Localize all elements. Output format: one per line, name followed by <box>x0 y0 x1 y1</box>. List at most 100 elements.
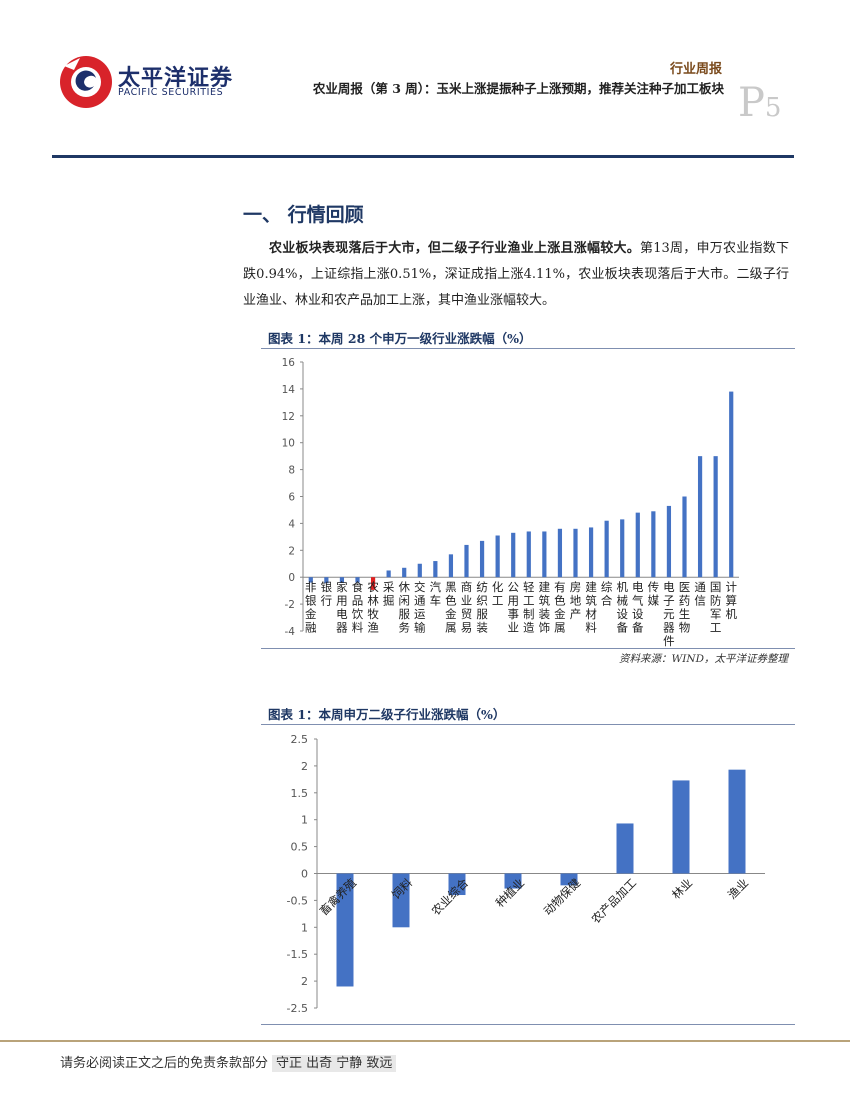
bar <box>308 577 313 583</box>
x-tick-glyph: 品 <box>352 594 364 608</box>
figure1-bottom-rule <box>261 648 795 649</box>
x-tick-glyph: 交 <box>414 580 426 594</box>
bar <box>495 535 500 578</box>
paragraph-lead: 农业板块表现落后于大市，但二级子行业渔业上涨且涨幅较大。 <box>269 241 640 256</box>
x-tick-glyph: 色 <box>554 594 566 608</box>
x-tick-label: 房地产 <box>570 580 582 621</box>
bar <box>682 496 687 578</box>
bar <box>588 527 594 578</box>
x-tick-glyph: 通 <box>694 580 706 594</box>
x-tick-label: 林业 <box>669 876 695 902</box>
x-tick-label: 汽车 <box>430 580 442 608</box>
report-type: 行业周报 <box>669 62 722 77</box>
section-heading: 一、 行情回顾 <box>243 204 364 226</box>
x-tick-glyph: 房 <box>570 580 582 594</box>
x-tick-glyph: 家 <box>336 580 348 594</box>
y-tick-label: -2.5 <box>287 1002 308 1015</box>
x-tick-glyph: 渔 <box>367 621 379 635</box>
x-tick-glyph: 产 <box>570 607 582 621</box>
figure2-top-rule <box>261 724 795 725</box>
y-tick-label: 12 <box>282 411 295 423</box>
x-tick-glyph: 机 <box>616 580 628 594</box>
bar <box>511 532 516 578</box>
x-tick-glyph: 务 <box>398 621 410 635</box>
x-tick-glyph: 材 <box>585 607 597 621</box>
x-tick-label: 采掘 <box>383 580 395 608</box>
paragraph-body: 第13周，申万农业指数下跌0.94%，上证综指上涨0.51%，深证成指上涨4.1… <box>243 241 789 308</box>
x-tick-glyph: 属 <box>445 621 457 635</box>
bar <box>713 456 718 578</box>
x-tick-glyph: 工 <box>523 594 535 608</box>
bar <box>729 391 734 578</box>
x-tick-glyph: 采 <box>383 580 395 594</box>
y-tick-label: 16 <box>282 357 296 369</box>
x-tick-glyph: 事 <box>507 607 518 621</box>
y-tick-label: 6 <box>288 492 295 504</box>
x-tick-glyph: 织 <box>476 594 488 608</box>
x-tick-glyph: 料 <box>352 621 364 635</box>
x-tick-glyph: 黑 <box>445 580 457 594</box>
x-tick-glyph: 有 <box>554 580 566 594</box>
x-tick-glyph: 用 <box>507 594 518 608</box>
x-tick-glyph: 设 <box>616 607 628 621</box>
x-tick-glyph: 传 <box>648 580 660 594</box>
x-tick-glyph: 纺 <box>476 580 488 594</box>
x-tick-glyph: 电 <box>632 580 644 594</box>
x-tick-glyph: 器 <box>336 621 348 635</box>
figure1-top-rule <box>261 348 795 349</box>
bar <box>557 528 563 578</box>
x-tick-glyph: 装 <box>476 621 488 635</box>
y-tick-label: 8 <box>288 465 295 477</box>
x-tick-glyph: 轻 <box>523 580 535 594</box>
y-tick-label: 2 <box>301 760 308 773</box>
bar <box>542 531 547 578</box>
chart-subindustry-returns: -2.52-1.51-0.500.511.522.5畜禽养殖 饲料 农业综合 种植业动… <box>287 733 765 1015</box>
x-tick-label: 农产品加工 <box>589 876 640 927</box>
figure1-title: 图表 1：本周 28 个申万一级行业涨跌幅（%） <box>268 331 532 346</box>
x-tick-glyph: 输 <box>414 621 426 635</box>
x-tick-glyph: 休 <box>398 580 410 594</box>
figure2-title: 图表 1：本周申万二级子行业涨跌幅（%） <box>268 707 506 722</box>
x-tick-glyph: 通 <box>414 594 426 608</box>
x-tick-glyph: 用 <box>336 594 348 608</box>
bar <box>504 873 522 889</box>
x-tick-glyph: 计 <box>725 580 737 594</box>
x-tick-glyph: 军 <box>710 607 722 621</box>
x-tick-glyph: 医 <box>679 580 691 594</box>
y-tick-label: 2 <box>288 545 295 557</box>
x-tick-glyph: 合 <box>601 594 613 608</box>
x-tick-glyph: 建 <box>539 580 551 594</box>
x-tick-glyph: 媒 <box>648 594 660 608</box>
bar <box>448 873 466 896</box>
x-tick-glyph: 饰 <box>539 621 551 635</box>
x-tick-glyph: 金 <box>305 607 317 621</box>
x-tick-glyph: 易 <box>461 621 473 635</box>
x-tick-glyph: 机 <box>725 607 737 621</box>
y-tick-label: 0 <box>301 868 308 881</box>
bar <box>417 563 422 578</box>
x-tick-glyph: 地 <box>570 594 582 608</box>
x-tick-glyph: 药 <box>679 594 691 608</box>
bar <box>392 873 410 928</box>
bar <box>370 577 376 590</box>
y-tick-label: 1 <box>301 814 308 827</box>
x-tick-glyph: 车 <box>430 594 442 608</box>
x-tick-glyph: 农 <box>367 580 379 594</box>
x-tick-glyph: 装 <box>539 607 551 621</box>
x-tick-glyph: 服 <box>398 607 410 621</box>
x-tick-label: 传媒 <box>648 580 660 608</box>
x-tick-glyph: 服 <box>476 607 488 621</box>
x-tick-glyph: 饮 <box>352 607 364 621</box>
x-tick-glyph: 备 <box>632 621 644 635</box>
footer: 请务必阅读正文之后的免责条款部分 守正 出奇 宁静 致远 <box>60 1052 397 1072</box>
y-tick-label: -0.5 <box>287 894 308 907</box>
x-tick-label: 渔业 <box>725 876 751 902</box>
